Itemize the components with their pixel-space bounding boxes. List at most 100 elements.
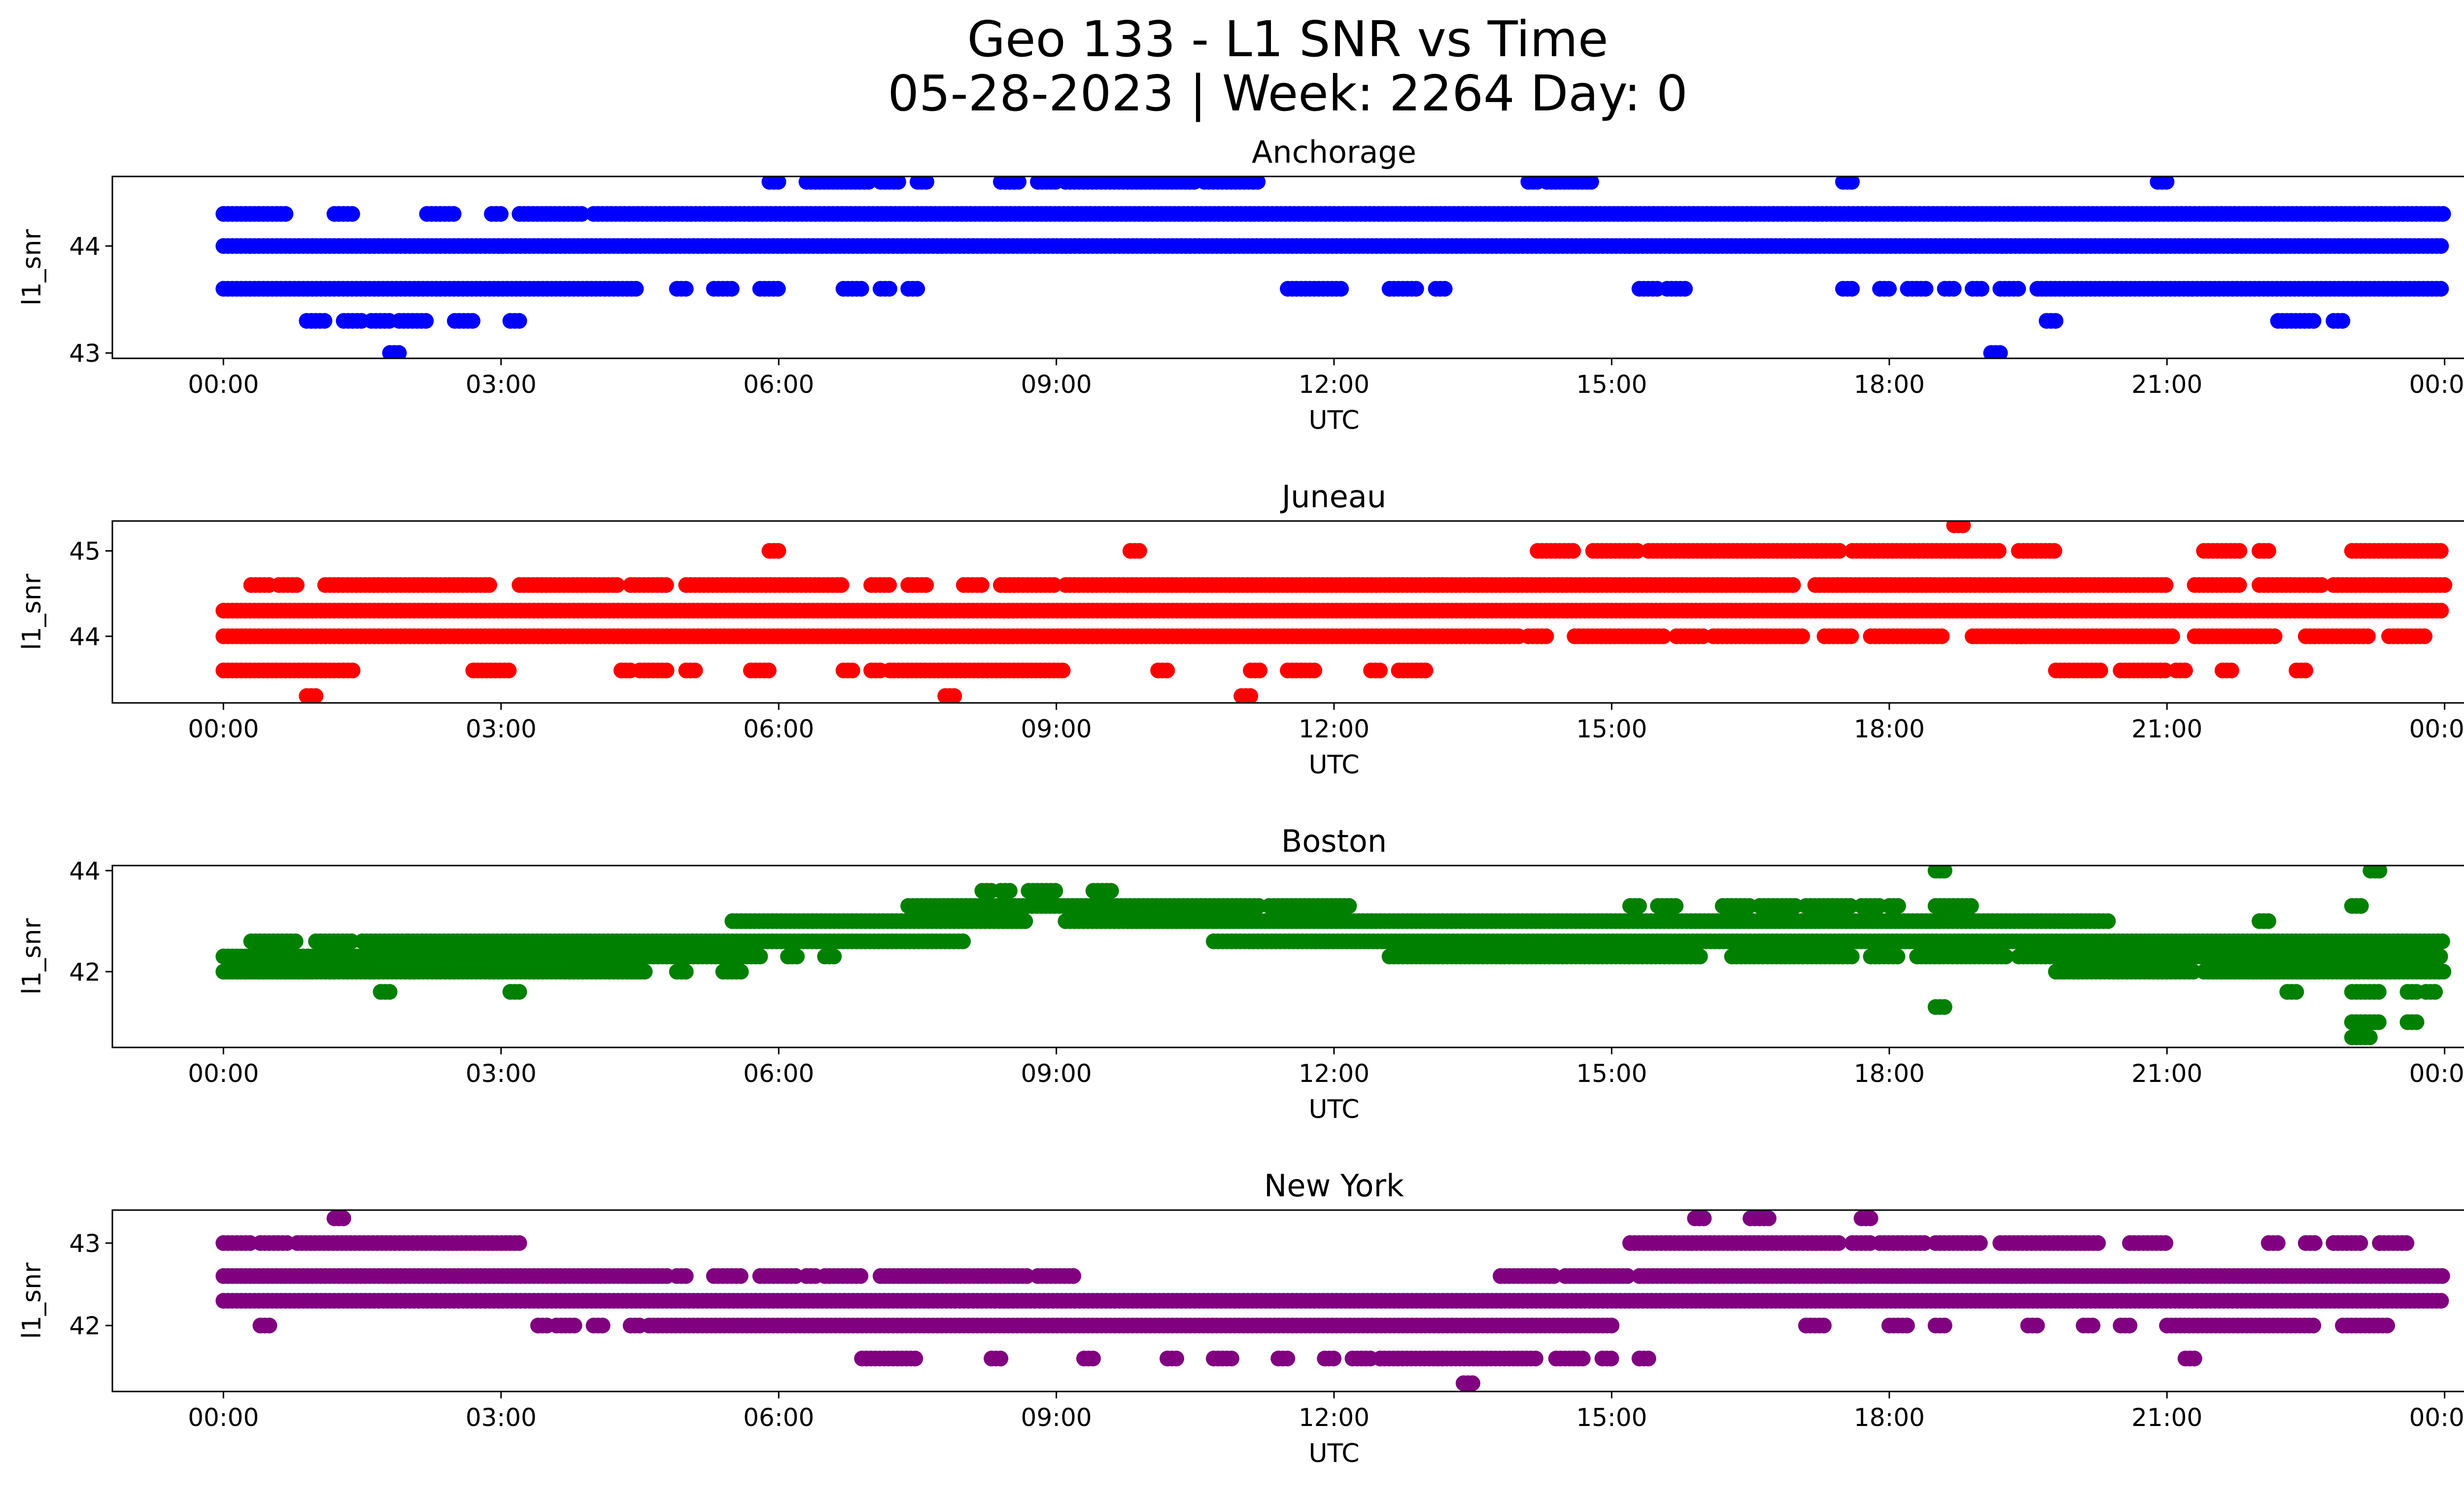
data-point-run (1270, 1351, 1296, 1367)
data-point-run (1798, 898, 1858, 914)
data-point-run (373, 984, 398, 1000)
data-point-run (1964, 628, 2180, 644)
data-points (215, 866, 2452, 1045)
data-point-run (1863, 628, 1950, 644)
data-point-run (401, 933, 971, 949)
x-tick-label: 09:00 (1021, 1059, 1092, 1088)
data-point-run (1816, 628, 1859, 644)
data-point-run (1844, 543, 2007, 559)
data-point-run (872, 176, 906, 190)
data-point-run (1585, 543, 1645, 559)
data-point-run (585, 206, 2451, 222)
data-point-run (863, 662, 888, 679)
data-point-run (1160, 1351, 1184, 1367)
plot-frame (111, 175, 2464, 359)
y-tick-label: 42 (69, 1312, 101, 1340)
x-tick-label: 06:00 (743, 370, 814, 399)
data-point-run (336, 662, 361, 679)
subplot-title: Boston (1281, 823, 1387, 859)
data-point-run (2187, 628, 2283, 644)
data-point-run (974, 883, 999, 899)
data-point-run (715, 964, 749, 980)
data-point-run (336, 313, 370, 329)
subplot-anchorage: 00:00 03:00 06:00 09:00 12:00 15:00 18:00 21:00… (17, 134, 2464, 435)
figure-subtitle: 05-28-2023 | Week: 2264 Day: 0 (888, 65, 1688, 122)
data-point-run (271, 577, 305, 593)
data-point-run (2297, 1235, 2323, 1251)
y-tick-label: 43 (69, 339, 101, 368)
y-axis-label: l1_snr (17, 918, 47, 995)
data-point-run (743, 662, 777, 679)
data-point-run (2150, 176, 2175, 190)
data-point-run (1807, 577, 2174, 593)
data-point-run (992, 883, 1018, 899)
data-point-run (502, 984, 527, 1000)
data-point-run (215, 1293, 2449, 1309)
data-point-run (752, 280, 786, 297)
data-points (215, 1210, 2450, 1391)
data-point-run (1122, 543, 1147, 559)
data-point-run (1280, 280, 1349, 297)
x-tick-label: 21:00 (2131, 715, 2202, 743)
data-point-run (1548, 1351, 1591, 1367)
data-point-run (2260, 1235, 2286, 1251)
data-point-run (2020, 1318, 2045, 1334)
x-tick-label: 12:00 (1299, 370, 1369, 399)
data-point-run (585, 1318, 611, 1334)
x-axis-label: UTC (1308, 1439, 1359, 1468)
data-point-run (2076, 1318, 2101, 1334)
x-tick-label: 15:00 (1576, 715, 1647, 743)
y-tick-label: 43 (69, 1229, 101, 1258)
x-tick-label: 12:00 (1299, 1059, 1369, 1088)
data-point-run (1835, 176, 1860, 190)
data-point-run (1992, 280, 2026, 297)
data-point-run (1668, 628, 1711, 644)
data-point-run (1881, 1318, 1915, 1334)
data-point-run (1058, 577, 1801, 593)
data-point-run (1280, 662, 1323, 679)
data-point-run (622, 577, 674, 593)
data-point-run (2344, 1029, 2378, 1045)
data-point-run (909, 176, 934, 190)
x-tick-label: 00:00 (2409, 1403, 2464, 1432)
data-point-run (215, 662, 351, 679)
subplot-juneau: 00:00 03:00 06:00 09:00 12:00 15:00 18:00 21:00… (17, 479, 2464, 780)
subplot-new-york: 00:00 03:00 06:00 09:00 12:00 15:00 18:00 21:00… (17, 1168, 2464, 1468)
data-point-run (669, 964, 694, 980)
data-point-run (2214, 662, 2239, 679)
data-point-run (1058, 176, 1202, 190)
data-point-run (780, 948, 805, 965)
data-point-run (817, 948, 842, 965)
figure-title: Geo 133 - L1 SNR vs Time (967, 10, 1608, 68)
y-axis-label: l1_snr (17, 229, 47, 306)
x-axis-label: UTC (1308, 1095, 1359, 1124)
data-point-run (2344, 898, 2369, 914)
y-axis-label: l1_snr (17, 1262, 47, 1339)
data-point-run (678, 662, 703, 679)
x-tick-label: 00:00 (2409, 370, 2464, 399)
data-point-run (391, 313, 434, 329)
data-point-run (215, 602, 2449, 619)
data-point-run (984, 1351, 1009, 1367)
data-point-run (1344, 1351, 1378, 1367)
y-tick-label: 44 (69, 623, 101, 651)
data-point-run (215, 948, 768, 965)
data-point-run (2252, 577, 2329, 593)
x-tick-label: 21:00 (2131, 1059, 2202, 1088)
data-point-run (1520, 176, 1545, 190)
data-point-run (2344, 543, 2449, 559)
data-point-run (2362, 866, 2388, 879)
data-point-run (1927, 898, 1979, 914)
data-point-run (1937, 280, 1962, 297)
data-point-run (1650, 898, 1684, 914)
data-point-run (2381, 628, 2432, 644)
data-point-run (252, 1318, 277, 1334)
data-point-run (215, 1268, 675, 1284)
x-tick-label: 00:00 (188, 370, 259, 399)
data-point-run (2270, 313, 2322, 329)
x-tick-label: 00:00 (188, 1059, 259, 1088)
data-point-run (2113, 662, 2173, 679)
data-point-run (1243, 662, 1267, 679)
data-point-run (2418, 984, 2443, 1000)
